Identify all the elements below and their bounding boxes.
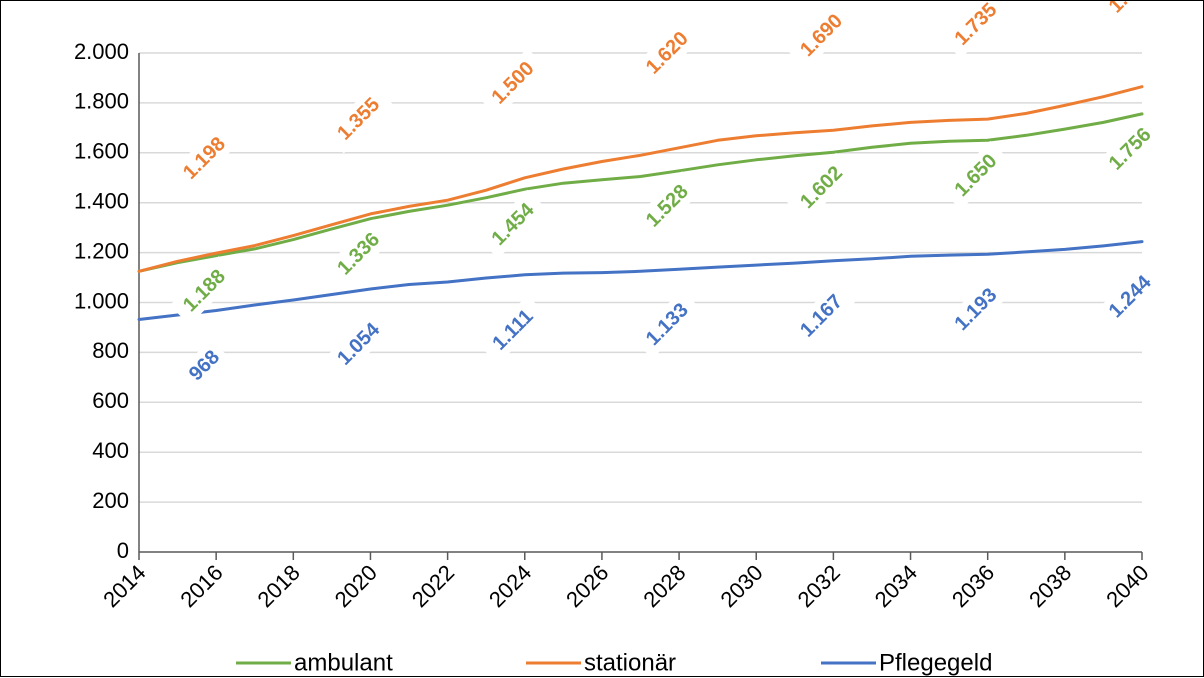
data-label-bg <box>786 152 856 222</box>
x-tick-label: 2032 <box>793 560 845 612</box>
y-tick-label: 200 <box>92 488 129 513</box>
series-line-pflegegeld <box>137 240 1144 321</box>
series-line-ambulant <box>137 112 1144 273</box>
data-label-pflegegeld: 968 <box>177 339 231 392</box>
data-label-bg <box>632 171 702 241</box>
data-label-bg <box>324 219 393 289</box>
data-label-pflegegeld: 1.111 <box>478 295 548 365</box>
data-label-bg <box>324 84 393 154</box>
data-label-stationär: 1.865 <box>1095 1 1165 27</box>
data-label-ambulant: 1.602 <box>786 152 856 222</box>
data-label-bg <box>1095 262 1165 332</box>
legend-label-ambulant: ambulant <box>294 649 393 676</box>
y-tick-label: 800 <box>92 338 129 363</box>
y-tick-label: 2.000 <box>74 39 129 64</box>
data-label-bg <box>324 309 393 379</box>
x-tick-label: 2028 <box>638 560 690 612</box>
legend-label-stationär: stationär <box>584 649 676 676</box>
x-tick-label: 2014 <box>98 560 150 612</box>
x-tick-label: 2026 <box>561 560 613 612</box>
data-label-bg <box>632 289 702 359</box>
data-label-bg <box>941 140 1011 210</box>
series-lines <box>137 85 1144 321</box>
data-label-pflegegeld: 1.054 <box>324 309 393 379</box>
data-label-bg <box>786 1 856 70</box>
axes: 0 200 400 600 800 1.000 1.200 1.400 1.600 1.800 2.… <box>74 39 1154 612</box>
data-label-bg <box>1095 114 1165 184</box>
data-label-bg <box>177 339 231 392</box>
x-tick-label: 2034 <box>870 560 922 612</box>
data-label-bg <box>478 48 548 118</box>
data-label-stationär: 1.355 <box>324 84 393 154</box>
x-tick-label: 2036 <box>947 560 999 612</box>
data-label-pflegegeld: 1.244 <box>1095 262 1165 332</box>
data-label-stationär: 1.735 <box>941 1 1011 59</box>
data-label-bg <box>169 123 239 193</box>
data-label-pflegegeld: 1.133 <box>632 289 702 359</box>
x-tick-label: 2030 <box>715 560 767 612</box>
x-tick-label: 2022 <box>407 560 459 612</box>
x-tick-label: 2038 <box>1024 560 1076 612</box>
data-label-pflegegeld: 1.193 <box>941 274 1011 344</box>
gridlines <box>139 52 1142 503</box>
y-tick-label: 600 <box>92 388 129 413</box>
data-label-bg <box>941 274 1011 344</box>
data-label-stationär: 1.690 <box>786 1 856 70</box>
x-tick-label: 2024 <box>484 560 536 612</box>
data-label-ambulant: 1.188 <box>169 256 239 326</box>
data-label-bg <box>941 1 1011 59</box>
data-label-bg <box>478 295 548 365</box>
data-label-ambulant: 1.528 <box>632 171 702 241</box>
series-line-stationär <box>137 85 1144 273</box>
data-label-bg <box>786 281 856 351</box>
y-tick-label: 1.400 <box>74 189 129 214</box>
y-tick-label: 1.800 <box>74 89 129 114</box>
data-label-pflegegeld: 1.167 <box>786 281 856 351</box>
x-tick-label: 2040 <box>1101 560 1153 612</box>
legend-label-pflegegeld: Pflegegeld <box>879 649 992 676</box>
y-tick-label: 1.200 <box>74 238 129 263</box>
data-label-stationär: 1.500 <box>478 48 548 118</box>
y-tick-label: 0 <box>117 538 129 563</box>
data-label-stationär: 1.198 <box>169 123 239 193</box>
data-label-ambulant: 1.650 <box>941 140 1011 210</box>
legend: ambulant stationär Pflegegeld <box>236 649 992 676</box>
data-label-ambulant: 1.454 <box>478 189 548 259</box>
x-tick-label: 2020 <box>330 560 382 612</box>
y-tick-label: 1.000 <box>74 288 129 313</box>
x-tick-label: 2018 <box>253 560 305 612</box>
data-label-ambulant: 1.756 <box>1095 114 1165 184</box>
data-label-bg <box>632 18 702 88</box>
data-label-bg <box>1095 1 1165 27</box>
y-tick-label: 1.600 <box>74 139 129 164</box>
data-label-bg <box>478 189 548 259</box>
data-label-bg <box>169 256 239 326</box>
x-tick-label: 2016 <box>175 560 227 612</box>
y-tick-label: 400 <box>92 438 129 463</box>
